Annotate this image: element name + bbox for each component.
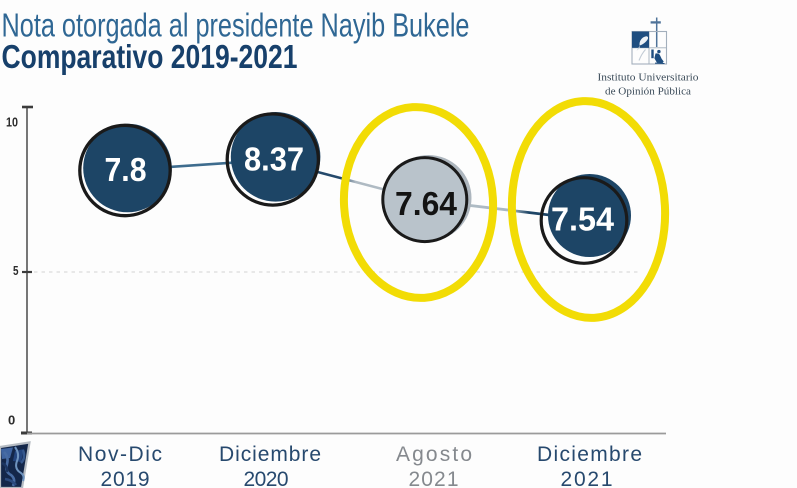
svg-text:Nota otorgada al presidente Na: Nota otorgada al presidente Nayib Bukele (2, 7, 470, 44)
svg-text:5: 5 (13, 263, 19, 278)
svg-text:7.54: 7.54 (551, 201, 615, 238)
svg-text:Diciembre: Diciembre (219, 443, 321, 466)
svg-text:2019: 2019 (101, 468, 150, 488)
svg-text:2020: 2020 (244, 468, 289, 488)
svg-text:2021: 2021 (409, 468, 459, 488)
svg-text:7.64: 7.64 (395, 185, 458, 222)
svg-text:Nov-Dic: Nov-Dic (78, 443, 162, 466)
svg-text:2021: 2021 (561, 468, 613, 488)
svg-text:Comparativo 2019-2021: Comparativo 2019-2021 (2, 38, 298, 75)
svg-text:8.37: 8.37 (244, 141, 304, 178)
svg-text:0: 0 (8, 413, 15, 428)
svg-text:Diciembre: Diciembre (537, 443, 642, 466)
svg-text:Agosto: Agosto (396, 443, 472, 466)
svg-text:Instituto Universitario: Instituto Universitario (598, 73, 699, 84)
svg-text:de Opinión Pública: de Opinión Pública (605, 87, 691, 98)
svg-text:7.8: 7.8 (105, 151, 147, 188)
svg-text:10: 10 (6, 115, 18, 130)
